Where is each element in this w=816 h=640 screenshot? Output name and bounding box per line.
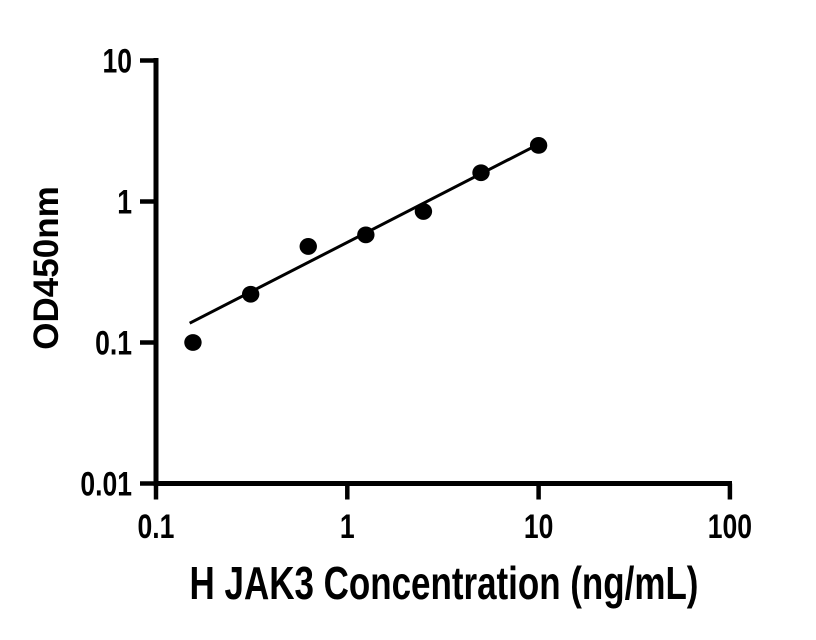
data-point — [357, 226, 375, 244]
x-tick-label: 10 — [524, 508, 554, 546]
x-tick-label: 100 — [708, 508, 752, 546]
data-point — [414, 203, 433, 220]
x-tick-label: 1 — [340, 508, 355, 546]
data-point — [529, 136, 548, 154]
data-point — [241, 285, 260, 303]
data-point — [472, 164, 490, 182]
y-tick-label: 1 — [117, 184, 132, 222]
x-axis-title: H JAK3 Concentration (ng/mL) — [190, 557, 699, 609]
plot-series — [184, 136, 548, 351]
x-tick-label: 0.1 — [138, 508, 175, 546]
y-tick-label: 0.1 — [95, 325, 132, 363]
y-tick-label: 10 — [103, 43, 133, 81]
y-axis-title: OD450nm — [27, 186, 66, 349]
data-point — [184, 334, 202, 351]
y-tick-label: 0.01 — [80, 466, 132, 504]
data-point — [299, 238, 317, 255]
